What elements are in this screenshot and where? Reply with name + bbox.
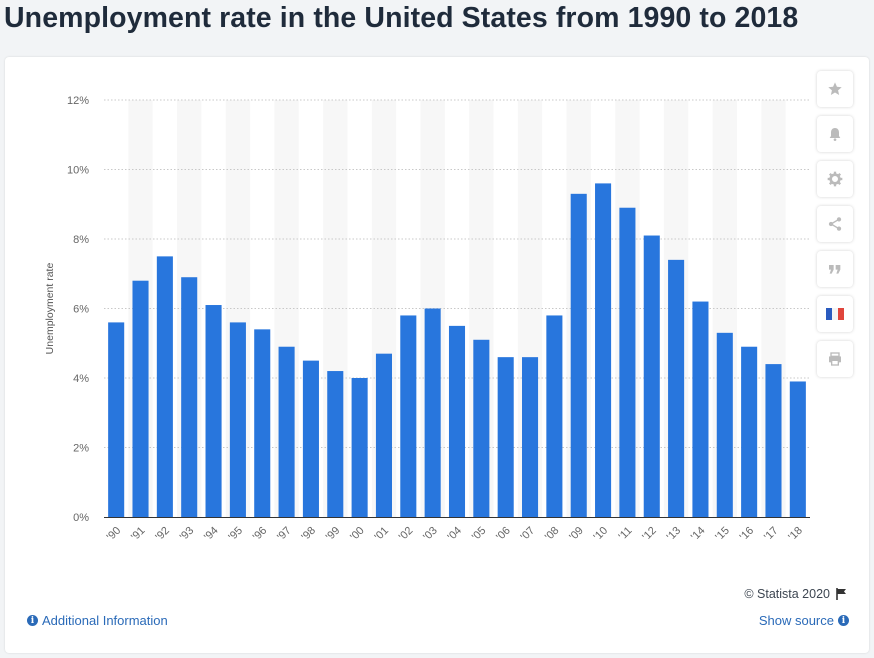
bell-icon bbox=[829, 128, 841, 141]
bar[interactable] bbox=[254, 329, 271, 517]
x-tick-label: '09 bbox=[567, 525, 586, 544]
bar[interactable] bbox=[351, 378, 368, 517]
bar[interactable] bbox=[741, 346, 758, 517]
gear-icon bbox=[827, 171, 843, 187]
bar[interactable] bbox=[375, 353, 392, 517]
favorite-button[interactable] bbox=[817, 71, 853, 107]
x-tick-label: '18 bbox=[786, 525, 805, 544]
bar[interactable] bbox=[473, 339, 490, 517]
notification-button[interactable] bbox=[817, 116, 853, 152]
bar[interactable] bbox=[327, 371, 344, 517]
y-tick-label: 4% bbox=[73, 373, 89, 385]
info-icon: i bbox=[838, 615, 849, 626]
bar[interactable] bbox=[716, 332, 733, 517]
x-tick-label: '96 bbox=[251, 525, 270, 544]
x-tick-label: '12 bbox=[640, 525, 659, 544]
x-tick-label: '07 bbox=[519, 525, 538, 544]
y-tick-label: 10% bbox=[67, 165, 89, 177]
bar[interactable] bbox=[765, 364, 782, 517]
bar[interactable] bbox=[132, 280, 149, 517]
x-tick-label: '10 bbox=[592, 525, 611, 544]
x-tick-label: '91 bbox=[129, 525, 148, 544]
x-tick-label: '90 bbox=[105, 525, 124, 544]
x-tick-label: '01 bbox=[372, 525, 391, 544]
y-tick-label: 8% bbox=[73, 234, 89, 246]
bar[interactable] bbox=[448, 325, 466, 517]
x-tick-label: '11 bbox=[616, 525, 634, 543]
bar[interactable] bbox=[400, 315, 417, 517]
x-tick-label: '08 bbox=[543, 525, 562, 544]
info-icon: i bbox=[27, 615, 38, 626]
y-tick-label: 6% bbox=[73, 304, 89, 316]
x-tick-label: '13 bbox=[665, 525, 684, 544]
share-icon bbox=[828, 217, 842, 231]
printer-icon bbox=[829, 352, 841, 366]
bar[interactable] bbox=[497, 357, 514, 517]
bar[interactable] bbox=[668, 259, 685, 517]
print-button[interactable] bbox=[817, 341, 853, 377]
bar[interactable] bbox=[789, 381, 806, 517]
x-tick-label: '00 bbox=[348, 525, 367, 544]
x-tick-label: '06 bbox=[494, 525, 513, 544]
x-tick-label: '02 bbox=[397, 525, 416, 544]
chart-toolbar bbox=[817, 71, 857, 386]
bar[interactable] bbox=[546, 315, 563, 517]
cite-button[interactable] bbox=[817, 251, 853, 287]
x-tick-label: '99 bbox=[324, 525, 343, 544]
french-flag-icon bbox=[826, 308, 844, 320]
flag-icon[interactable] bbox=[836, 588, 847, 600]
x-tick-label: '98 bbox=[299, 525, 318, 544]
x-tick-label: '92 bbox=[153, 525, 172, 544]
bar[interactable] bbox=[108, 322, 125, 517]
bar[interactable] bbox=[522, 357, 539, 517]
language-button[interactable] bbox=[817, 296, 853, 332]
share-button[interactable] bbox=[817, 206, 853, 242]
bar[interactable] bbox=[692, 301, 709, 517]
additional-info-label: Additional Information bbox=[42, 613, 168, 628]
bar[interactable] bbox=[278, 346, 295, 517]
x-tick-label: '15 bbox=[713, 525, 732, 544]
x-tick-label: '17 bbox=[762, 525, 781, 544]
bar[interactable] bbox=[181, 277, 198, 517]
bar[interactable] bbox=[643, 235, 660, 517]
bar[interactable] bbox=[424, 308, 441, 518]
y-tick-label: 0% bbox=[73, 512, 89, 524]
bar[interactable] bbox=[205, 305, 222, 517]
x-tick-label: '14 bbox=[689, 525, 708, 544]
chart-card: 0% 2% 4% 6% 8% 10% 12% Unemployment rate '90 '91 '… bbox=[5, 57, 869, 653]
bar[interactable] bbox=[595, 183, 612, 517]
bar[interactable] bbox=[619, 207, 636, 517]
y-axis-title: Unemployment rate bbox=[44, 263, 56, 355]
x-tick-label: '97 bbox=[275, 525, 294, 544]
bar[interactable] bbox=[229, 322, 246, 517]
bar[interactable] bbox=[302, 360, 319, 517]
x-tick-label: '94 bbox=[202, 525, 221, 544]
x-tick-label: '03 bbox=[421, 525, 440, 544]
x-tick-label: '16 bbox=[738, 525, 757, 544]
y-tick-label: 12% bbox=[67, 95, 89, 107]
bar[interactable] bbox=[156, 256, 173, 517]
show-source-link[interactable]: Show source i bbox=[759, 613, 849, 628]
y-tick-label: 2% bbox=[73, 443, 89, 455]
statista-credit: © Statista 2020 bbox=[744, 587, 847, 601]
x-tick-label: '04 bbox=[445, 525, 464, 544]
quote-icon bbox=[829, 265, 841, 274]
additional-info-link[interactable]: i Additional Information bbox=[27, 613, 168, 628]
credit-text: © Statista 2020 bbox=[744, 587, 830, 601]
page-title: Unemployment rate in the United States f… bbox=[4, 2, 799, 34]
show-source-label: Show source bbox=[758, 613, 834, 628]
bar-chart: 0% 2% 4% 6% 8% 10% 12% Unemployment rate '90 '91 '… bbox=[44, 95, 810, 544]
bar[interactable] bbox=[570, 193, 587, 517]
x-tick-label: '05 bbox=[470, 525, 489, 544]
x-tick-label: '93 bbox=[178, 525, 197, 544]
settings-button[interactable] bbox=[817, 161, 853, 197]
x-tick-label: '95 bbox=[226, 525, 245, 544]
star-icon bbox=[828, 82, 842, 95]
